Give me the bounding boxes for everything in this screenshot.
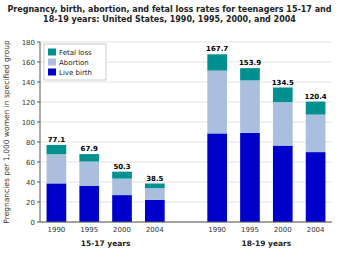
title: Pregnancy, birth, abortion, and fetal lo… <box>7 5 331 24</box>
legend: Fetal loss Abortion Live birth <box>44 44 106 80</box>
y-axis <box>40 42 41 222</box>
total-label: 134.5 <box>272 79 294 87</box>
bar-segment <box>240 80 260 132</box>
bar-segment <box>273 102 293 146</box>
y-tick-label: 100 <box>22 119 35 127</box>
bar-segment <box>306 152 326 222</box>
bar-segment <box>47 145 67 154</box>
total-label: 120.4 <box>305 93 327 101</box>
title-line: 18-19 years: United States, 1990, 1995, … <box>43 15 296 24</box>
group-label: 15-17 years <box>81 239 131 248</box>
bar-segment <box>145 188 165 200</box>
group-label: 18-19 years <box>241 239 291 248</box>
bar-segment <box>47 154 67 183</box>
y-tick-label: 40 <box>26 179 35 187</box>
bar-segment <box>47 183 67 222</box>
legend-swatch <box>48 69 56 76</box>
bar-segment <box>145 184 165 189</box>
bar-segment <box>112 179 132 196</box>
bar-segment <box>240 133 260 222</box>
x-tick-label: 2000 <box>274 226 292 234</box>
legend-label: Live birth <box>59 69 92 77</box>
grid-line <box>40 42 332 43</box>
x-tick-label: 2000 <box>113 226 131 234</box>
y-tick-label: 60 <box>26 159 35 167</box>
y-tick-label: 180 <box>22 39 35 47</box>
bar-segment <box>273 88 293 103</box>
bar-segment <box>240 68 260 80</box>
y-tick-label: 80 <box>26 139 35 147</box>
legend-label: Fetal loss <box>59 49 92 57</box>
bar-segment <box>207 133 227 222</box>
total-label: 77.1 <box>48 136 65 144</box>
y-tick-label: 140 <box>22 79 35 87</box>
x-axis <box>40 222 332 223</box>
y-tick-label: 0 <box>31 219 35 227</box>
x-tick-label: 2004 <box>307 226 325 234</box>
total-label: 153.9 <box>239 59 261 67</box>
grid <box>37 42 332 222</box>
chart: Pregnancy, birth, abortion, and fetal lo… <box>0 0 339 257</box>
bar-segment <box>207 71 227 134</box>
y-tick-label: 120 <box>22 99 35 107</box>
bar-segment <box>306 115 326 153</box>
x-tick-label: 1995 <box>80 226 98 234</box>
bar-segment <box>306 102 326 115</box>
legend-swatch <box>48 59 56 66</box>
legend-frame <box>44 44 106 80</box>
bar-segment <box>79 186 99 222</box>
bar-segment <box>112 172 132 179</box>
x-tick-label: 1990 <box>47 226 65 234</box>
x-tick-label: 1995 <box>241 226 259 234</box>
y-axis-label: Pregnancies per 1,000 women in specified… <box>2 40 11 224</box>
bar-segment <box>207 54 227 70</box>
legend-label: Abortion <box>59 59 89 67</box>
bar-segment <box>112 195 132 222</box>
total-label: 67.9 <box>81 145 98 153</box>
total-label: 38.5 <box>146 175 163 183</box>
bar-segment <box>145 200 165 222</box>
bar-segment <box>79 154 99 161</box>
bar-segment <box>79 162 99 187</box>
total-label: 50.3 <box>113 163 130 171</box>
x-tick-label: 2004 <box>146 226 164 234</box>
y-tick-label: 20 <box>26 199 35 207</box>
bar-segment <box>273 146 293 222</box>
title-line: Pregnancy, birth, abortion, and fetal lo… <box>7 5 331 14</box>
grid-line <box>40 222 332 223</box>
y-tick-label: 160 <box>22 59 35 67</box>
legend-swatch <box>48 49 56 56</box>
x-tick-label: 1990 <box>208 226 226 234</box>
total-label: 167.7 <box>206 45 228 53</box>
